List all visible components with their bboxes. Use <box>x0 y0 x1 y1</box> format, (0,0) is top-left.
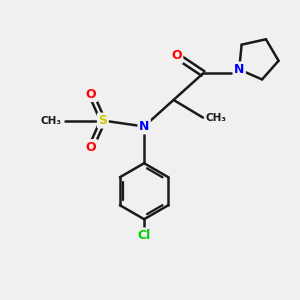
Text: O: O <box>86 141 96 154</box>
Text: CH₃: CH₃ <box>41 116 62 126</box>
Text: N: N <box>234 63 244 76</box>
Text: CH₃: CH₃ <box>206 112 226 123</box>
Text: O: O <box>86 88 96 100</box>
Text: O: O <box>171 49 182 62</box>
Text: Cl: Cl <box>137 229 151 242</box>
Text: S: S <box>98 114 107 127</box>
Text: N: N <box>139 120 149 133</box>
